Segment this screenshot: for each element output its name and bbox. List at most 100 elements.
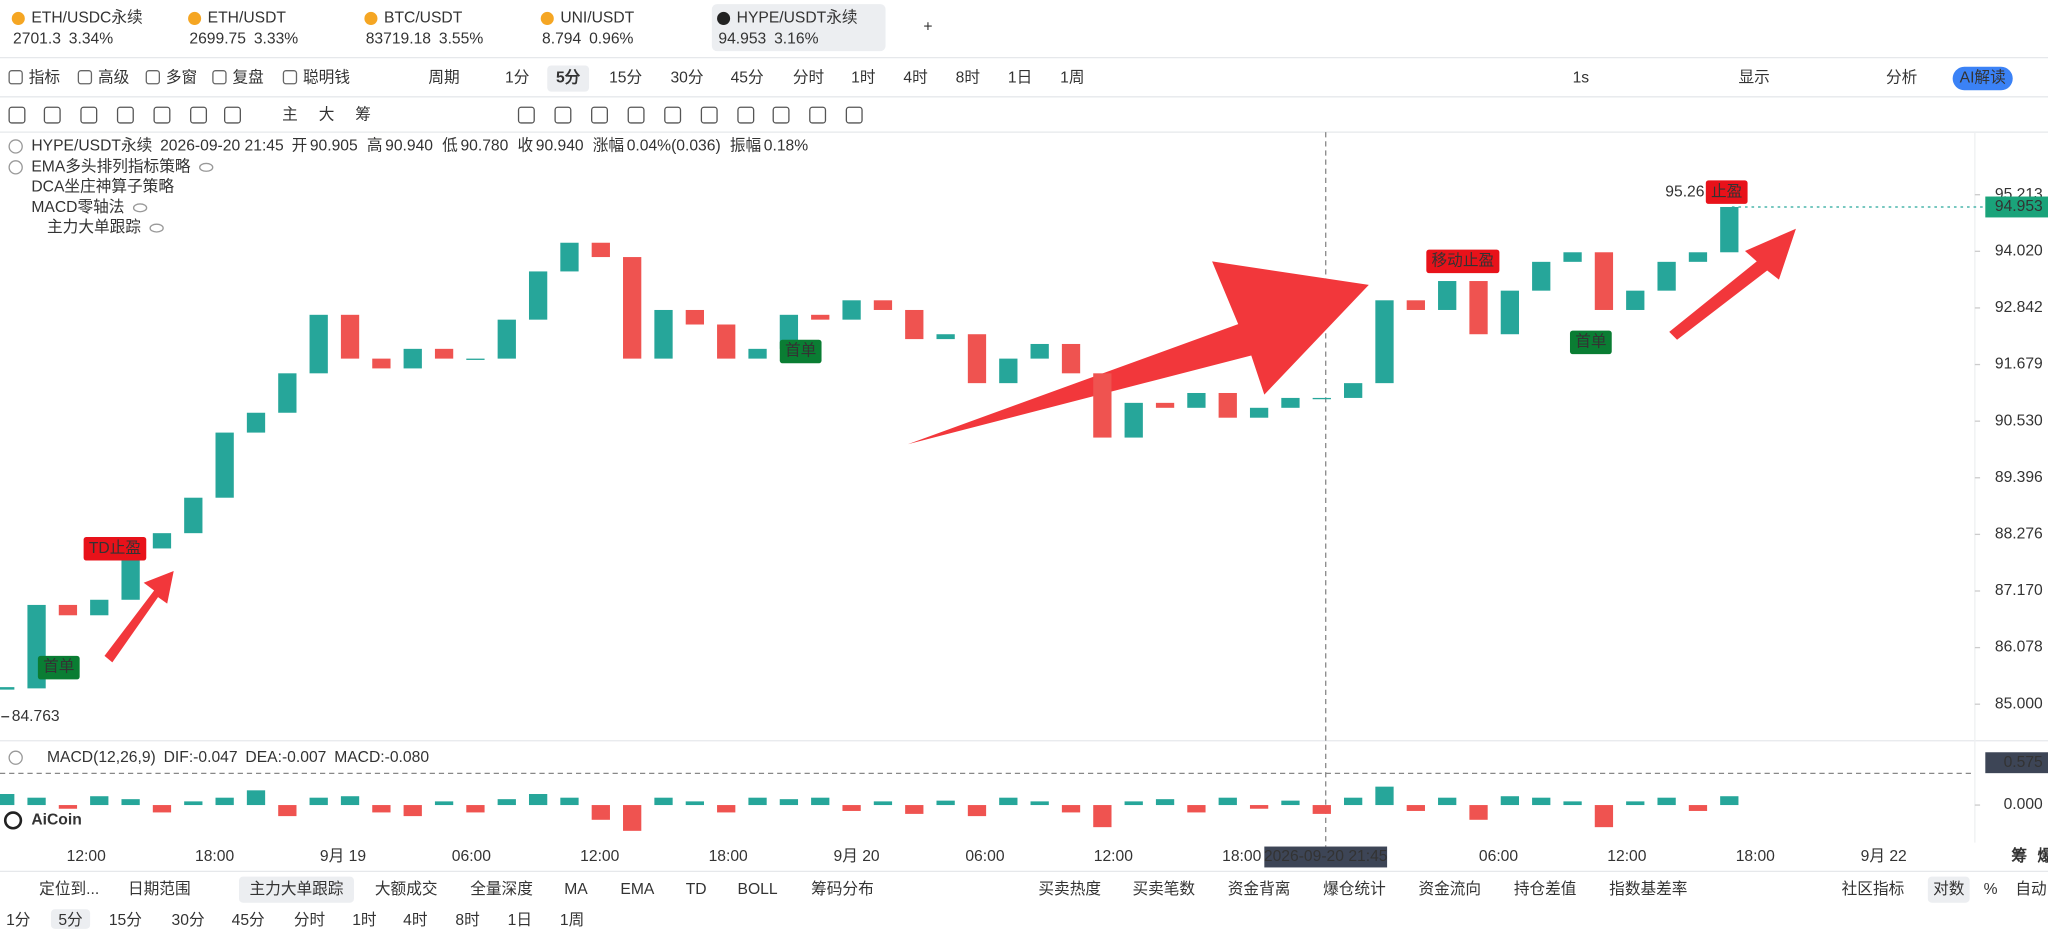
toolbar-right[interactable]: 分析: [1886, 69, 1917, 87]
period-bar-item[interactable]: 4时: [403, 911, 428, 929]
toolbar-right[interactable]: 1s: [1573, 70, 1590, 87]
tool-icon[interactable]: [664, 106, 682, 124]
candle: [1657, 261, 1676, 291]
tab-name[interactable]: ETH/USDC永续: [31, 9, 142, 27]
trade-marker-label: TD止盈: [89, 539, 141, 557]
bottom-indicator[interactable]: BOLL: [738, 881, 778, 898]
add-tab[interactable]: +: [923, 19, 932, 36]
ai-label[interactable]: AI解读: [1960, 69, 2006, 87]
period-label[interactable]: 周期: [428, 69, 459, 87]
period-bar-item[interactable]: 30分: [172, 911, 205, 929]
tool-icon[interactable]: [116, 106, 134, 124]
toolbar-item[interactable]: 复盘: [232, 68, 263, 87]
period[interactable]: 8时: [956, 69, 981, 87]
indicator[interactable]: EMA多头排列指标策略: [31, 157, 191, 175]
visibility-icon[interactable]: [149, 223, 164, 233]
candle: [90, 599, 109, 616]
bottom-right[interactable]: 自动: [2015, 880, 2046, 898]
tool-icon[interactable]: [80, 106, 98, 124]
period-bar-item[interactable]: 8时: [455, 911, 480, 929]
visibility-icon[interactable]: [199, 162, 214, 172]
tab-name[interactable]: UNI/USDT: [560, 10, 634, 27]
bottom-right[interactable]: 对数: [1933, 880, 1965, 898]
tool-icon[interactable]: [8, 106, 26, 124]
tool-icon[interactable]: [845, 106, 863, 124]
tab-change: 0.96%: [589, 30, 633, 47]
bottom-indicator[interactable]: 筹码分布: [811, 880, 874, 898]
toolbar-item[interactable]: 高级: [98, 69, 130, 87]
tool-icon[interactable]: [737, 106, 755, 124]
bottom-indicator[interactable]: TD: [686, 881, 707, 898]
y-tick-label: 87.170: [1995, 582, 2043, 599]
bottom-stat[interactable]: 爆仓统计: [1323, 879, 1386, 898]
period-bar-item[interactable]: 1周: [560, 912, 584, 929]
period[interactable]: 1日: [1008, 70, 1032, 87]
bottom-left[interactable]: 定位到...: [39, 880, 99, 898]
tool-icon[interactable]: [43, 106, 61, 124]
tool-icon[interactable]: [153, 106, 171, 124]
period-bar-item[interactable]: 1时: [352, 911, 377, 929]
period[interactable]: 1周: [1060, 70, 1084, 87]
bottom-stat[interactable]: 持仓差值: [1514, 880, 1577, 898]
bottom-indicator[interactable]: EMA: [620, 881, 654, 898]
period[interactable]: 30分: [670, 69, 703, 87]
bottom-indicator[interactable]: 全量深度: [470, 880, 533, 898]
period[interactable]: 4时: [903, 69, 928, 87]
period[interactable]: 1分: [505, 69, 530, 87]
y-tick-label: 89.396: [1995, 469, 2043, 486]
tool-label[interactable]: 筹: [355, 105, 371, 123]
period[interactable]: 1时: [851, 69, 876, 87]
macd-bar: [623, 805, 642, 831]
x-tick-label: 06:00: [965, 848, 1004, 865]
tool-icon[interactable]: [809, 106, 827, 124]
toolbar-right[interactable]: 显示: [1738, 70, 1769, 87]
macd-bar: [403, 805, 422, 817]
bottom-right[interactable]: %: [1984, 881, 1998, 898]
period[interactable]: 15分: [609, 69, 642, 87]
toolbar-item[interactable]: 指标: [29, 69, 60, 87]
tool-icon[interactable]: [627, 106, 645, 124]
period-bar-item[interactable]: 15分: [109, 911, 142, 929]
period[interactable]: 45分: [731, 69, 764, 87]
visibility-icon[interactable]: [132, 203, 148, 213]
bottom-stat[interactable]: 买卖热度: [1038, 880, 1101, 898]
bottom-indicator[interactable]: 主力大单跟踪: [250, 880, 344, 898]
bottom-indicator[interactable]: MA: [564, 881, 588, 898]
period[interactable]: 5分: [556, 69, 581, 87]
indicator[interactable]: 主力大单跟踪: [47, 218, 141, 236]
ai-button[interactable]: [1952, 66, 2013, 91]
period[interactable]: 分时: [793, 69, 825, 87]
indicator[interactable]: DCA坐庄神算子策略: [31, 177, 174, 196]
logo-mark: [3, 811, 23, 830]
bottom-right[interactable]: 社区指标: [1842, 880, 1905, 898]
tab-name[interactable]: ETH/USDT: [208, 10, 287, 27]
bottom-stat[interactable]: 指数基差率: [1609, 880, 1687, 898]
period-bar-item[interactable]: 45分: [232, 911, 265, 929]
tool-icon[interactable]: [190, 106, 208, 124]
toolbar-item[interactable]: 聪明钱: [303, 69, 350, 87]
tool-label[interactable]: 大: [319, 105, 335, 123]
bottom-left[interactable]: 日期范围: [128, 880, 191, 898]
tab-name[interactable]: BTC/USDT: [384, 10, 463, 27]
tool-icon[interactable]: [772, 106, 790, 124]
period-bar-item[interactable]: 分时: [294, 911, 326, 929]
tab-name[interactable]: HYPE/USDT永续: [737, 9, 858, 27]
tool-icon[interactable]: [591, 106, 608, 124]
period-bar-item[interactable]: 5分: [58, 911, 83, 929]
bottom-stat[interactable]: 买卖笔数: [1132, 880, 1195, 898]
macd-bar: [905, 805, 924, 814]
toolbar-item[interactable]: 多窗: [166, 69, 197, 87]
tool-icon[interactable]: [517, 106, 535, 124]
period-bar-item[interactable]: 1日: [508, 912, 532, 929]
bottom-stat[interactable]: 资金流向: [1418, 880, 1481, 898]
active-tab[interactable]: [711, 4, 886, 52]
tool-icon[interactable]: [223, 106, 241, 124]
tool-label[interactable]: 主: [282, 105, 298, 123]
tool-icon[interactable]: [700, 106, 718, 124]
macd-bar: [121, 799, 140, 806]
bottom-stat[interactable]: 资金背离: [1228, 880, 1291, 898]
period-bar-item[interactable]: 1分: [6, 911, 31, 929]
indicator[interactable]: MACD零轴法: [31, 198, 124, 216]
bottom-indicator[interactable]: 大额成交: [375, 880, 438, 898]
tool-icon[interactable]: [554, 106, 572, 124]
